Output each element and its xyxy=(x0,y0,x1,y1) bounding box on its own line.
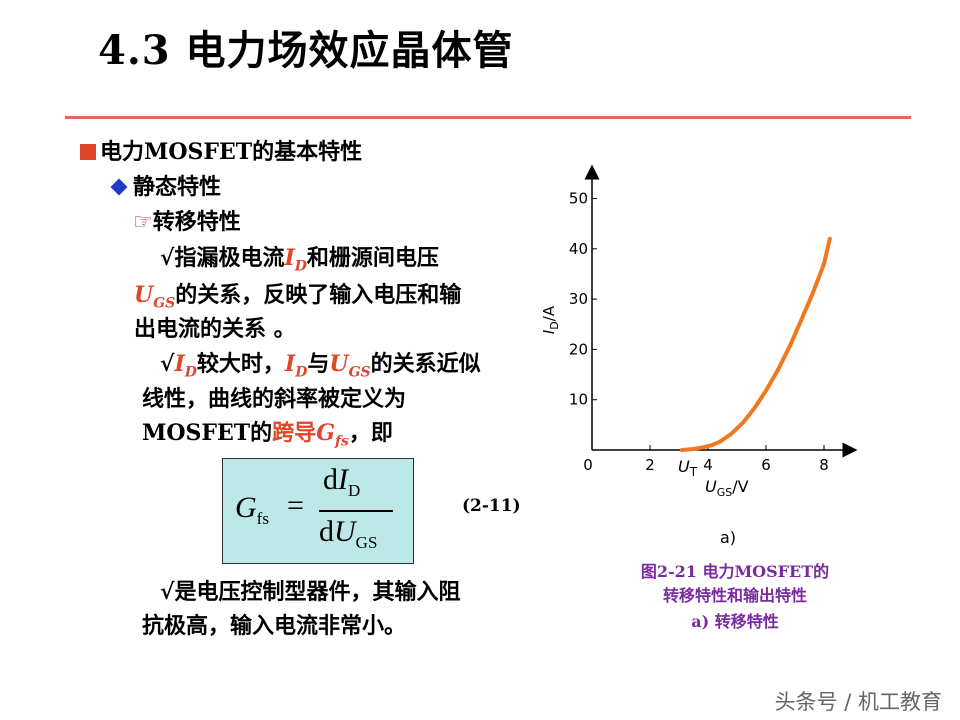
para2-text-c: 的关系近似 xyxy=(370,351,481,377)
transfer-line: ☞转移特性 xyxy=(133,207,241,238)
ut-label: UT xyxy=(678,457,698,479)
ugs-symbol: UGS xyxy=(134,282,176,312)
equation-number: (2-11) xyxy=(462,496,521,516)
subheading-text: 静态特性 xyxy=(133,174,222,200)
square-bullet-icon xyxy=(80,144,96,160)
y-tick-label: 20 xyxy=(569,340,588,358)
fraction-bar xyxy=(319,510,393,512)
para1-text-a: 和栅源间电压 xyxy=(306,245,439,271)
x-tick-label: 6 xyxy=(761,456,771,474)
x-tick-label: 8 xyxy=(819,456,829,474)
para2-text-b: 与 xyxy=(307,351,330,377)
para2-mosfet: MOSFET的 xyxy=(142,420,273,446)
heading-text: 电力MOSFET的基本特性 xyxy=(100,139,363,165)
formula-box: Gfs = dID dUGS xyxy=(222,458,414,564)
transconductance-term: 跨导 xyxy=(272,420,317,446)
para3-line1: √是电压控制型器件，其输入阻 xyxy=(160,579,461,605)
x-tick-label: 2 xyxy=(645,456,655,474)
x-axis-label: UGS/V xyxy=(705,477,749,499)
x-tick-label: 0 xyxy=(583,456,593,474)
y-tick-label: 30 xyxy=(569,290,588,308)
x-tick-label: 4 xyxy=(703,456,713,474)
heading-line: 电力MOSFET的基本特性 xyxy=(80,137,362,167)
para1-line3: 出电流的关系 。 xyxy=(134,316,296,342)
formula-equals: = xyxy=(287,489,304,522)
ugs-symbol-2: UGS xyxy=(329,351,371,381)
para2-text-a: 较大时， xyxy=(196,351,285,377)
transfer-characteristic-chart: 0 2 4 6 8 10 20 30 40 50 ID/A UT UGS/V a) xyxy=(540,164,858,547)
subheading-line: 静态特性 xyxy=(110,172,221,202)
para2-check: √ xyxy=(160,351,175,377)
figure-caption-line2: 转移特性和输出特性 xyxy=(662,586,807,605)
para3-line2: 抗极高，输入电流非常小。 xyxy=(142,613,407,639)
para2-line2: 线性，曲线的斜率被定义为 xyxy=(142,386,407,412)
id-symbol-2: ID xyxy=(174,351,197,381)
formula-numerator: dID xyxy=(323,463,361,500)
id-symbol: ID xyxy=(284,245,307,275)
panel-label: a) xyxy=(720,528,736,547)
figure-caption-line3: a) 转移特性 xyxy=(691,612,779,631)
formula-lhs: Gfs xyxy=(235,491,269,528)
id-symbol-3: ID xyxy=(284,351,308,381)
pointing-hand-icon: ☞ xyxy=(133,210,153,235)
para2-line1: √ID较大时，ID与UGS的关系近似 xyxy=(160,349,481,387)
para1-prefix: √指漏极电流 xyxy=(160,245,285,271)
title-divider xyxy=(65,116,911,119)
figure-caption-line1: 图2-21 电力MOSFET的 xyxy=(640,562,830,581)
diamond-bullet-icon xyxy=(110,178,128,196)
y-tick-label: 50 xyxy=(569,190,588,208)
transfer-text: 转移特性 xyxy=(152,209,241,235)
y-tick-label: 40 xyxy=(569,240,588,258)
para1-line2: UGS的关系，反映了输入电压和输 xyxy=(134,280,461,318)
y-tick-label: 10 xyxy=(569,391,588,409)
para1-line1: √指漏极电流ID和栅源间电压 xyxy=(160,243,439,281)
para2-text-e: ，即 xyxy=(348,420,393,446)
watermark: 头条号 / 机工教育 xyxy=(774,690,942,714)
para2-line3: MOSFET的跨导Gfs，即 xyxy=(142,418,393,456)
para1-text-b: 的关系，反映了输入电压和输 xyxy=(175,282,462,308)
id-ugs-curve xyxy=(679,236,832,452)
page-title: 4.3 电力场效应晶体管 xyxy=(98,27,514,74)
gfs-symbol: Gfs xyxy=(316,420,349,450)
formula-denominator: dUGS xyxy=(319,515,378,552)
y-axis-label: ID/A xyxy=(540,305,561,334)
